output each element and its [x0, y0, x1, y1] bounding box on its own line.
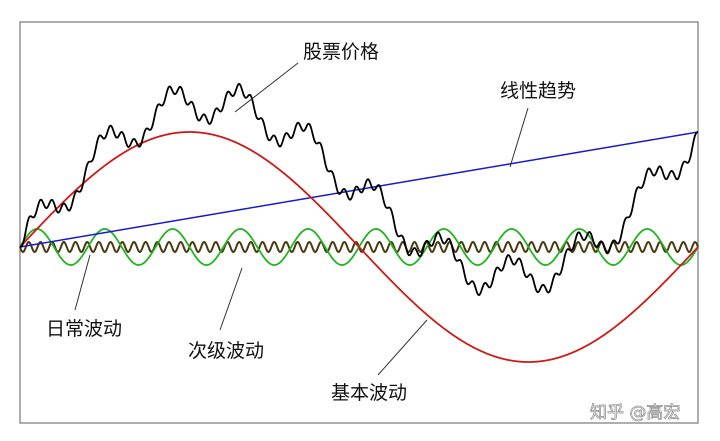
stock-price-label: 股票价格 — [303, 41, 379, 63]
primary-wave-label: 基本波动 — [331, 382, 407, 404]
stock-price-leader — [234, 62, 299, 113]
primary-wave-leader — [377, 319, 428, 376]
daily-fluctuation-leader — [74, 254, 91, 311]
curves — [19, 83, 699, 363]
stock-price-curve — [19, 83, 699, 296]
secondary-wave-leader — [219, 267, 243, 331]
primary-wave-curve — [19, 131, 699, 363]
linear-trend-leader — [509, 107, 529, 168]
daily-fluctuation-label: 日常波动 — [46, 318, 122, 340]
linear-trend-label: 线性趋势 — [500, 80, 576, 102]
frame — [19, 21, 699, 424]
leader-lines — [74, 62, 529, 376]
secondary-wave-label: 次级波动 — [188, 340, 264, 362]
watermark: 知乎 @高宏 — [590, 403, 680, 423]
